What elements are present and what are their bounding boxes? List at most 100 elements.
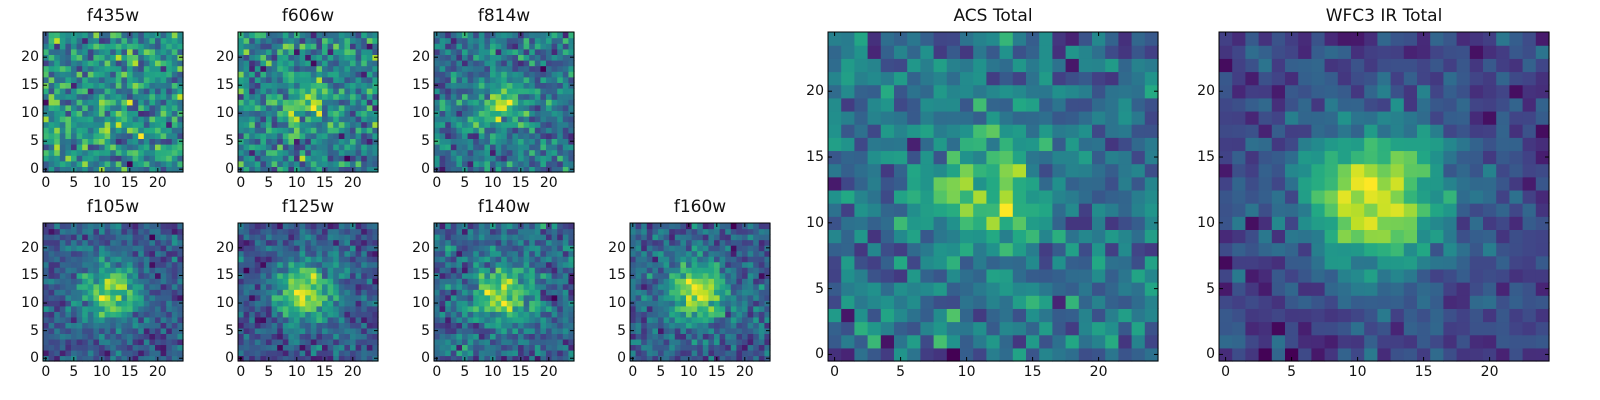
heatmap-cell: [450, 234, 457, 241]
heatmap-cell: [166, 245, 173, 252]
heatmap-cell: [76, 43, 83, 50]
heatmap-cell: [104, 316, 111, 323]
heatmap-cell: [266, 289, 273, 296]
heatmap-cell: [478, 294, 485, 301]
heatmap-cell: [115, 71, 122, 78]
heatmap-cell: [305, 144, 312, 151]
heatmap-cell: [288, 272, 295, 279]
heatmap-cell: [758, 322, 765, 329]
heatmap-cell: [143, 155, 150, 162]
heatmap-cell: [305, 239, 312, 246]
heatmap-cell: [121, 278, 128, 285]
heatmap-cell: [149, 311, 156, 318]
heatmap-cell: [138, 349, 145, 357]
heatmap-cell: [355, 355, 362, 362]
heatmap-cell: [501, 234, 508, 241]
heatmap-cell: [155, 305, 162, 312]
heatmap-cell: [160, 256, 167, 263]
heatmap-cell: [557, 305, 564, 312]
heatmap-cell: [658, 278, 665, 285]
heatmap-cell: [702, 283, 709, 290]
heatmap-cell: [445, 60, 452, 67]
heatmap-cell: [127, 322, 134, 329]
heatmap-cell: [753, 316, 760, 323]
heatmap-cell: [299, 294, 306, 301]
heatmap-cell: [316, 338, 323, 346]
heatmap-cell: [506, 300, 513, 307]
heatmap-cell: [43, 60, 50, 67]
heatmap-cell: [243, 144, 250, 151]
heatmap-cell: [557, 149, 564, 156]
heatmap-cell: [87, 322, 94, 329]
heatmap-cell: [48, 261, 55, 268]
heatmap-cell: [663, 322, 670, 329]
heatmap-cell: [973, 308, 987, 323]
heatmap-cell: [546, 138, 553, 145]
heatmap-cell: [512, 104, 519, 111]
heatmap-cell: [48, 93, 55, 100]
heatmap-cell: [249, 60, 256, 67]
heatmap-cell: [99, 234, 106, 241]
heatmap-cell: [160, 261, 167, 268]
heatmap-cell: [71, 149, 78, 156]
x-tick-label: 0: [236, 175, 246, 191]
heatmap-cell: [177, 289, 184, 296]
heatmap-cell: [434, 234, 441, 241]
heatmap-cell: [288, 355, 295, 362]
heatmap-cell: [557, 223, 564, 230]
y-tick-label: 15: [216, 77, 234, 94]
heatmap-cell: [316, 88, 323, 95]
heatmap-cell: [82, 261, 89, 268]
heatmap-cell: [59, 267, 66, 274]
heatmap-cell: [1012, 321, 1027, 336]
heatmap-cell: [725, 228, 732, 235]
heatmap-cell: [361, 234, 368, 241]
heatmap-cell: [138, 54, 145, 61]
heatmap-cell: [646, 338, 653, 346]
heatmap-cell: [177, 160, 184, 167]
heatmap-cell: [725, 283, 732, 290]
heatmap-cell: [99, 121, 106, 128]
heatmap-cell: [299, 160, 306, 167]
heatmap-cell: [249, 355, 256, 362]
heatmap-cell: [288, 289, 295, 296]
heatmap-cell: [59, 349, 66, 357]
heatmap-cell: [71, 311, 78, 318]
heatmap-cell: [920, 321, 935, 336]
heatmap-cell: [143, 338, 150, 346]
heatmap-cell: [484, 32, 491, 39]
heatmap-cell: [310, 166, 317, 173]
heatmap-cell: [361, 155, 368, 162]
heatmap-cell: [93, 32, 100, 39]
heatmap-cell: [742, 278, 749, 285]
heatmap-cell: [894, 163, 908, 178]
heatmap-cell: [1144, 189, 1159, 204]
heatmap-cell: [747, 261, 754, 268]
heatmap-cell: [99, 333, 106, 340]
heatmap-cell: [266, 278, 273, 285]
heatmap-cell: [350, 144, 357, 151]
heatmap-cell: [546, 294, 553, 301]
heatmap-cell: [127, 272, 134, 279]
heatmap-cell: [708, 322, 715, 329]
heatmap-cell: [495, 327, 502, 334]
heatmap-cell: [495, 88, 502, 95]
heatmap-cell: [439, 138, 446, 145]
heatmap-cell: [99, 294, 106, 301]
heatmap-cell: [828, 242, 842, 257]
heatmap-cell: [473, 60, 480, 67]
heatmap-cell: [143, 289, 150, 296]
x-tick-label: 10: [679, 364, 698, 380]
heatmap-cell: [999, 229, 1014, 244]
heatmap-cell: [730, 294, 737, 301]
heatmap-cell: [104, 48, 111, 55]
heatmap-cell: [758, 311, 765, 318]
heatmap-cell: [439, 144, 446, 151]
heatmap-cell: [48, 278, 55, 285]
heatmap-cell: [562, 71, 569, 78]
heatmap-cell: [333, 160, 340, 167]
heatmap-cell: [462, 82, 469, 89]
heatmap-cell: [166, 223, 173, 230]
heatmap-cell: [747, 333, 754, 340]
heatmap-cell: [149, 121, 156, 128]
